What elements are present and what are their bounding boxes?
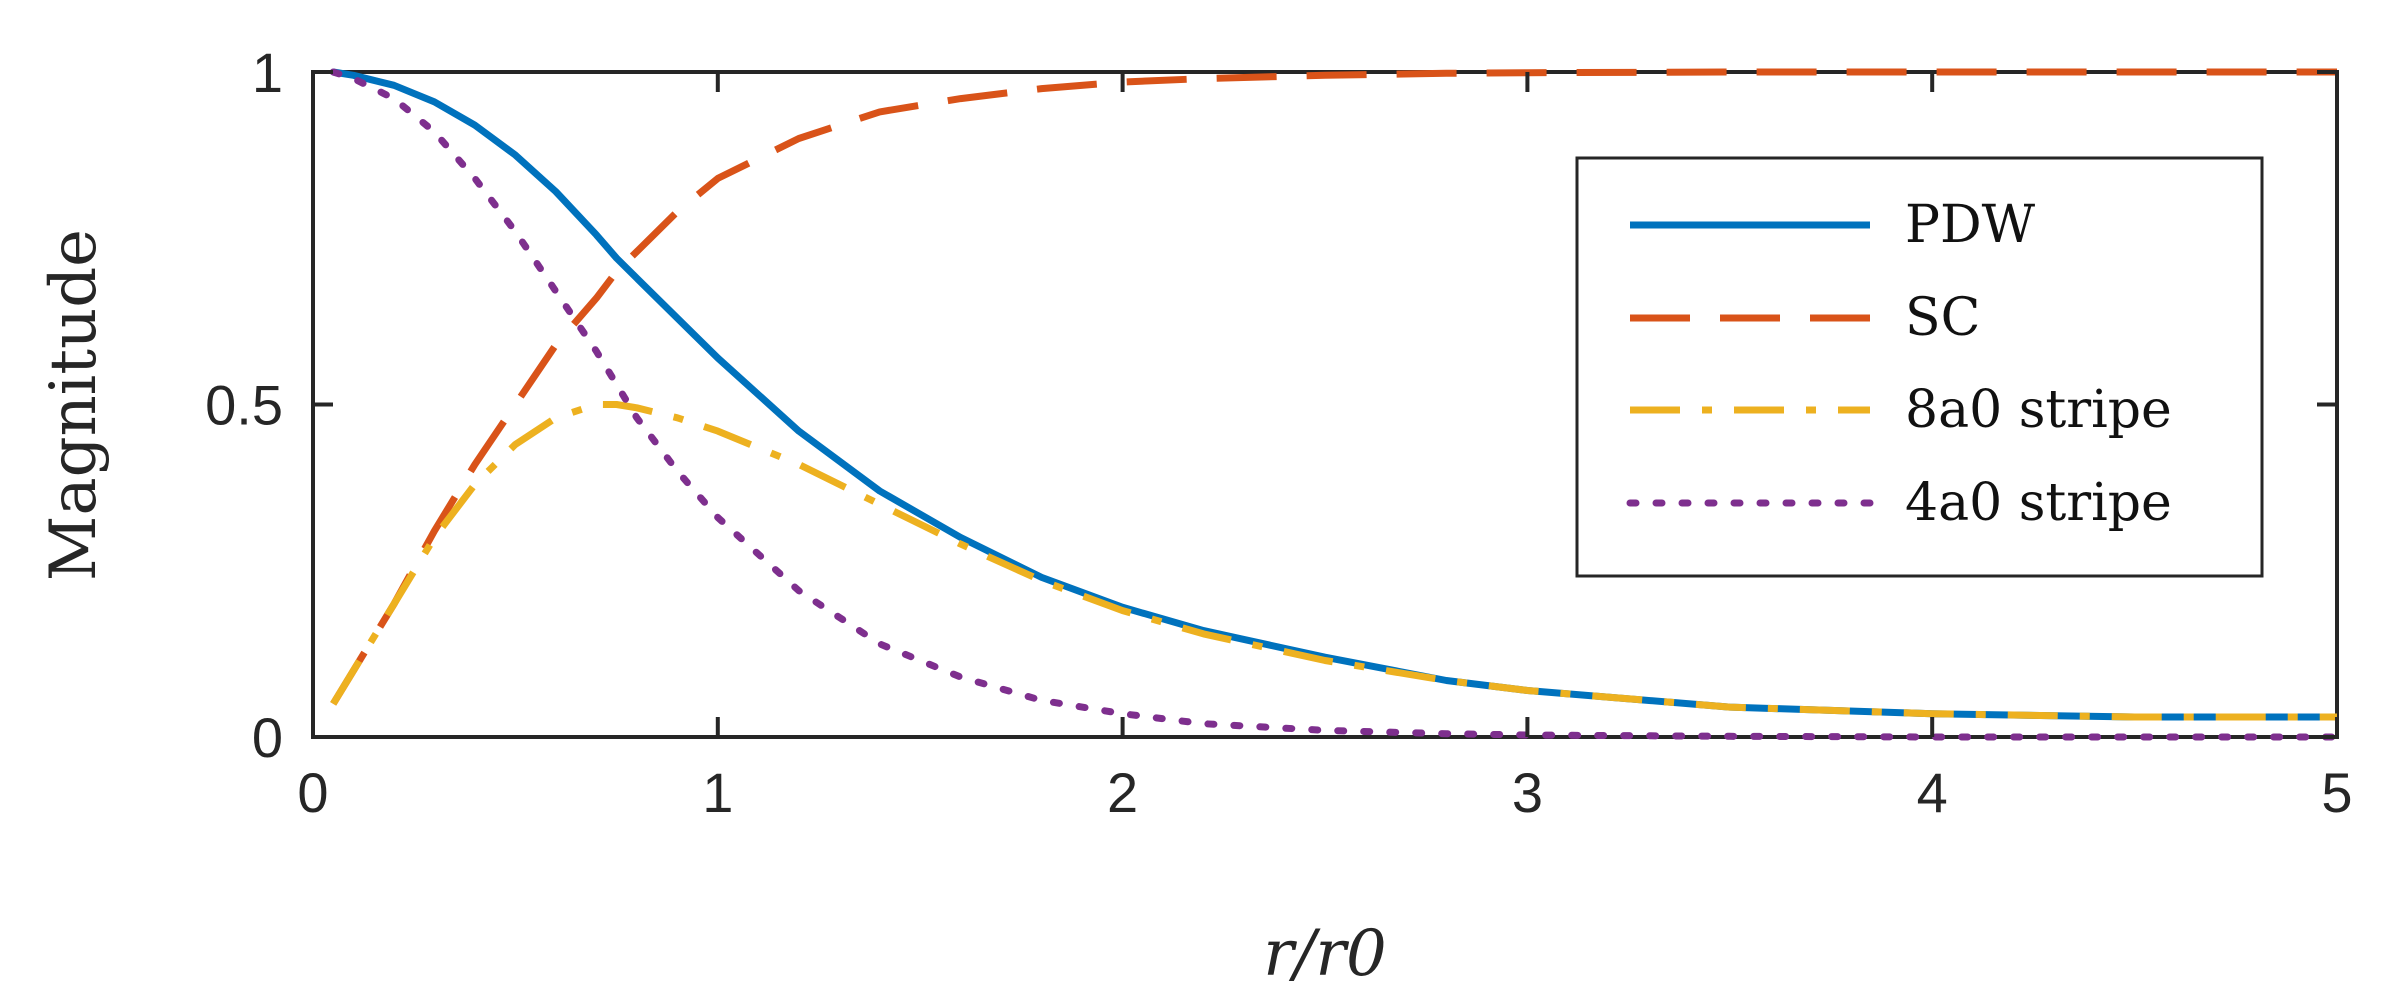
x-tick-label: 4 (1917, 761, 1948, 824)
y-axis-title: Magnitude (37, 229, 111, 581)
x-tick-label: 1 (702, 761, 733, 824)
x-tick-label: 3 (1512, 761, 1543, 824)
y-tick-label: 1 (252, 41, 283, 104)
tick-layer: 0 1 2 3 4 5 0 0.5 1 (205, 41, 2352, 824)
legend-entries: PDW SC 8a0 stripe 4a0 stripe (1626, 195, 2172, 533)
y-tick-label: 0.5 (205, 374, 283, 437)
x-axis-label: r/r0 (1263, 917, 1386, 991)
x-axis-title: r/r0 (1263, 917, 1386, 991)
legend-label-1: SC (1905, 288, 1980, 348)
y-axis-label: Magnitude (37, 229, 111, 581)
legend-label-0: PDW (1905, 195, 2036, 255)
legend-label-3: 4a0 stripe (1905, 473, 2172, 533)
series-line-2 (330, 401, 2337, 721)
y-tick-label: 0 (252, 706, 283, 769)
x-tick-label: 2 (1107, 761, 1138, 824)
legend-label-2: 8a0 stripe (1905, 380, 2172, 440)
legend: PDW SC 8a0 stripe 4a0 stripe (1575, 156, 2264, 578)
x-tick-label: 5 (2321, 761, 2352, 824)
x-tick-label: 0 (297, 761, 328, 824)
